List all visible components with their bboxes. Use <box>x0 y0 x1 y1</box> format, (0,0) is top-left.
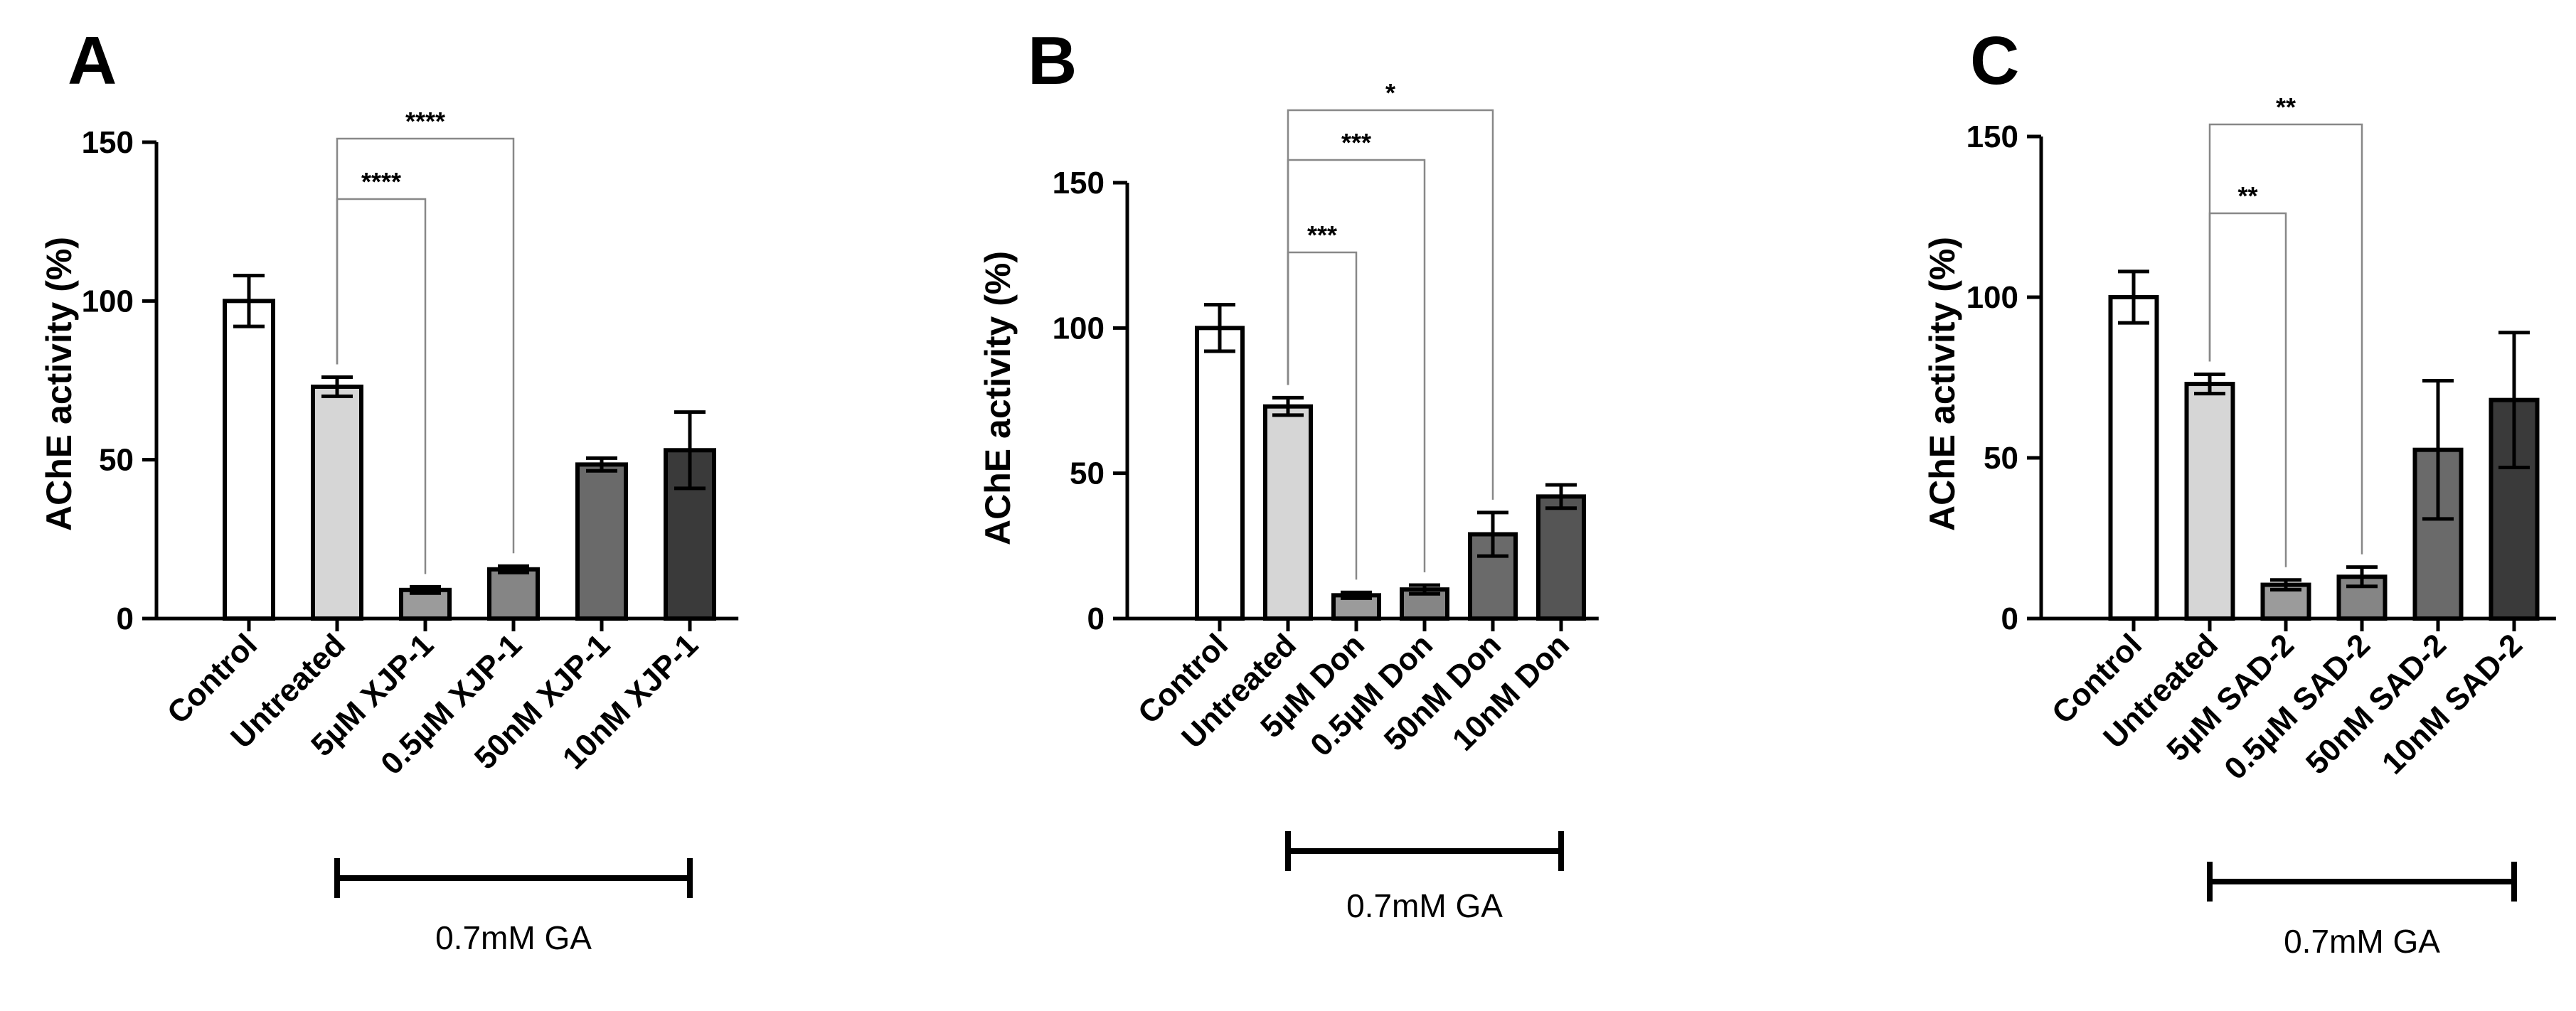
significance-label: *** <box>1341 128 1371 157</box>
y-tick-label: 150 <box>82 125 134 160</box>
panel-letter: B <box>1028 23 1077 99</box>
y-tick-label: 0 <box>117 601 134 636</box>
significance-label: *** <box>1307 220 1337 250</box>
y-tick-label: 50 <box>1984 441 2018 476</box>
y-tick-label: 150 <box>1966 119 2018 154</box>
y-tick-label: 0 <box>1087 601 1105 636</box>
y-axis-label: AChE activity (%) <box>978 251 1018 545</box>
bar <box>1536 494 1586 621</box>
treatment-label: 0.7mM GA <box>435 919 592 956</box>
y-tick-label: 0 <box>2001 601 2018 636</box>
bar <box>1263 404 1313 621</box>
bar <box>1195 326 1245 621</box>
y-tick-label: 100 <box>82 284 134 319</box>
bar <box>575 462 628 621</box>
bar <box>2108 295 2159 621</box>
treatment-label: 0.7mM GA <box>1346 887 1503 924</box>
y-tick-label: 100 <box>1053 311 1105 346</box>
y-tick-label: 50 <box>99 443 134 478</box>
panel-letter: C <box>1970 23 2019 99</box>
significance-bracket <box>336 198 427 574</box>
y-tick-label: 150 <box>1053 166 1105 200</box>
panel-letter: A <box>68 23 117 99</box>
y-axis-label: AChE activity (%) <box>39 237 79 531</box>
treatment-label: 0.7mM GA <box>2284 923 2440 960</box>
y-tick-label: 50 <box>1070 456 1105 491</box>
significance-bracket <box>1287 109 1494 500</box>
significance-label: ** <box>2237 181 2257 210</box>
y-tick-label: 100 <box>1966 280 2018 315</box>
significance-bracket <box>1287 251 1358 580</box>
bar <box>311 384 363 621</box>
significance-bracket <box>2208 212 2287 567</box>
bar <box>487 567 540 621</box>
y-axis-label: AChE activity (%) <box>1922 237 1962 531</box>
significance-label: ** <box>2276 92 2296 122</box>
significance-label: **** <box>361 167 401 196</box>
significance-label: * <box>1385 78 1395 107</box>
significance-label: **** <box>405 107 445 136</box>
bar <box>223 299 275 621</box>
bar <box>2184 382 2235 621</box>
